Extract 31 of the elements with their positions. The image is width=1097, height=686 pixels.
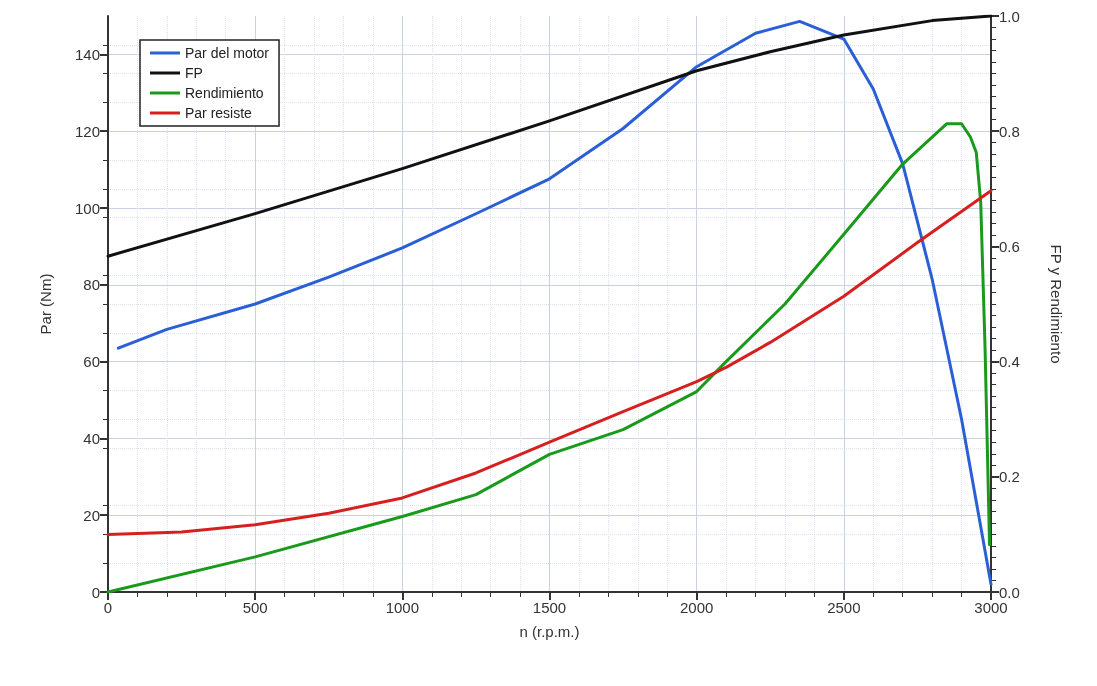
y2-tick-label: 0.8 <box>999 122 1020 140</box>
y-tick-label: 140 <box>74 45 100 63</box>
y-tick-label: 80 <box>83 276 100 294</box>
y2-tick-label: 0.0 <box>999 583 1020 601</box>
y2-tick-label: 0.6 <box>999 237 1020 255</box>
y2-tick-label: 0.2 <box>999 468 1020 486</box>
y-tick-label: 40 <box>83 429 100 447</box>
x-tick-label: 2500 <box>827 599 861 616</box>
y-axis-title: Par (Nm) <box>37 273 54 335</box>
y2-tick-label: 0.4 <box>999 353 1020 371</box>
y2-axis-title: FP y Rendimiento <box>1048 244 1065 364</box>
line-series <box>106 189 993 536</box>
x-tick-label: 3000 <box>974 599 1008 616</box>
legend-label: Rendimiento <box>185 85 264 101</box>
y2-tick-label: 1.0 <box>999 7 1020 25</box>
x-tick-label: 1000 <box>385 599 420 616</box>
x-tick-label: 1500 <box>532 599 567 616</box>
legend-label: FP <box>185 65 203 81</box>
y-tick-label: 60 <box>83 353 100 371</box>
y-tick-label: 120 <box>74 122 100 140</box>
legend-label: Par resiste <box>185 105 253 121</box>
y-tick-label: 100 <box>74 199 100 217</box>
y-tick-label: 20 <box>83 506 100 524</box>
x-axis-title: n (r.p.m.) <box>519 623 580 640</box>
x-tick-label: 0 <box>103 599 113 616</box>
x-tick-label: 2000 <box>679 599 714 616</box>
line-series <box>106 14 993 258</box>
legend-label: Par del motor <box>185 45 270 61</box>
y-tick-label: 0 <box>91 583 100 601</box>
line-series <box>116 19 993 586</box>
x-tick-label: 500 <box>242 599 268 616</box>
